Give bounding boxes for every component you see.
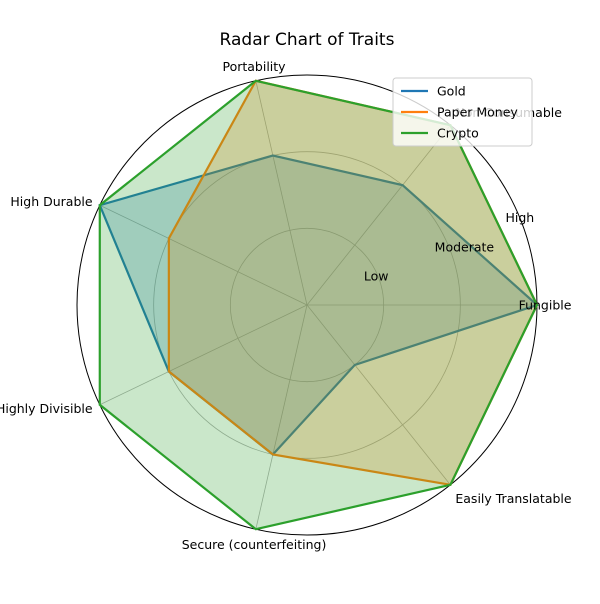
chart-title: Radar Chart of Traits [220,30,395,50]
legend-label-gold: Gold [437,84,466,99]
grid-spoke [99,204,308,306]
series-layer [98,79,540,531]
grid-spoke [99,304,308,406]
axis-label: Highly Divisible [0,401,93,416]
axis-labels: LowModerateHighFungibleNon ConsumablePor… [0,59,572,552]
series-fill-crypto [99,80,537,530]
ring-label-low: Low [364,269,389,284]
ring-label-high: High [505,210,534,225]
axis-label: Easily Translatable [455,491,572,506]
grid-spoke [306,124,451,306]
series-line-gold [98,154,540,456]
legend: Gold Paper Money Crypto [392,77,533,147]
grid-spoke [255,80,308,306]
legend-label-paper-money: Paper Money [437,105,518,120]
legend-label-crypto: Crypto [437,126,479,141]
axis-label: Fungible [519,298,572,313]
axis-label: High Durable [10,194,92,209]
grid-spoke [255,304,308,530]
axis-label: Portability [222,59,286,74]
grid-spoke [306,304,451,486]
series-fill-gold [99,155,537,455]
ring-label-moderate: Moderate [435,239,495,254]
axis-label: Secure (counterfeiting) [182,537,327,552]
legend-box [392,77,533,147]
series-fill-paper-money [168,80,537,485]
